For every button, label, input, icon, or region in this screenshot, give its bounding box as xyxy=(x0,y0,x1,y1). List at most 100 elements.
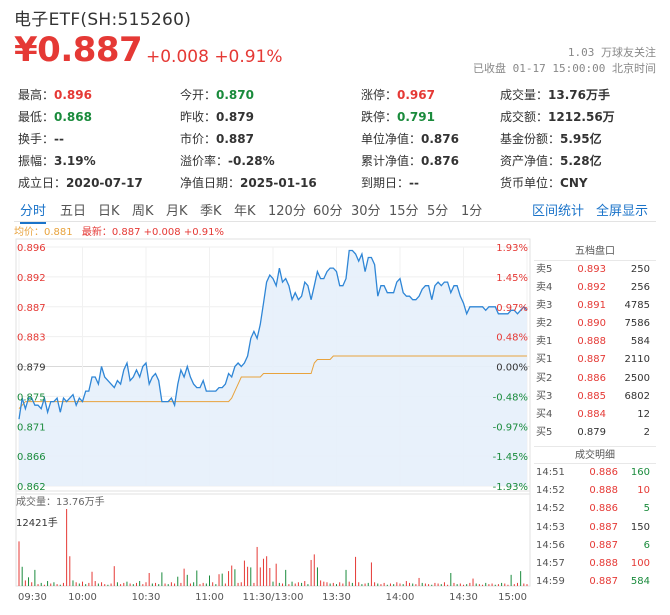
pct-tick-label: -1.45% xyxy=(493,452,528,463)
y-tick-label: 0.875 xyxy=(17,392,46,403)
x-tick-label: 13:30 xyxy=(322,592,351,603)
y-tick-label: 0.883 xyxy=(17,333,46,344)
quote-label: 累计净值： xyxy=(361,154,422,168)
order-book-row: 卖1 0.888 584 xyxy=(534,333,656,351)
quote-cell: 单位净值：0.876 xyxy=(361,130,459,147)
order-book-qty: 4785 xyxy=(624,300,650,312)
quote-label: 今开： xyxy=(180,88,217,102)
quote-cell: 换手：-- xyxy=(18,130,64,147)
quote-value: 5.28亿 xyxy=(560,154,602,168)
quote-value: 0.791 xyxy=(397,110,435,124)
trade-qty: 10 xyxy=(637,485,650,497)
quote-label: 成立日： xyxy=(18,176,67,190)
pct-tick-label: -1.93% xyxy=(493,482,528,493)
order-book-price: 0.892 xyxy=(577,282,606,294)
volume-max-label: 12421手 xyxy=(16,518,58,529)
order-book-level: 卖3 xyxy=(536,300,553,312)
quote-label: 市价： xyxy=(180,132,217,146)
order-book-title: 五档盘口 xyxy=(534,243,656,261)
y-tick-label: 0.879 xyxy=(17,363,46,374)
x-tick-label: 10:30 xyxy=(132,592,161,603)
quote-cell: 到期日：-- xyxy=(361,174,419,191)
tab-3[interactable]: 周K xyxy=(132,204,154,219)
x-tick-label: 09:30 xyxy=(18,592,47,603)
tab-7[interactable]: 120分 xyxy=(268,204,306,219)
quote-cell: 货币单位：CNY xyxy=(500,174,588,191)
trade-time: 14:53 xyxy=(536,521,565,533)
quote-cell: 涨停：0.967 xyxy=(361,86,435,103)
trade-price: 0.887 xyxy=(589,521,618,533)
quote-label: 货币单位： xyxy=(500,176,561,190)
trade-time: 14:59 xyxy=(536,576,565,588)
trade-qty: 6 xyxy=(643,539,650,551)
order-book-level: 卖2 xyxy=(536,318,553,330)
fullscreen-button[interactable]: 全屏显示 xyxy=(596,204,649,219)
followers-count[interactable]: 1.03 万球友关注 xyxy=(568,44,656,60)
chart-legend: 均价：0.881 最新：0.887 +0.008 +0.91% xyxy=(14,223,224,238)
quote-value: 0.967 xyxy=(397,88,435,102)
trade-qty: 160 xyxy=(630,466,650,478)
quote-label: 成交额： xyxy=(500,110,549,124)
trade-time: 14:51 xyxy=(536,466,565,478)
trade-qty: 150 xyxy=(630,521,650,533)
tab-6[interactable]: 年K xyxy=(234,204,256,219)
tab-5[interactable]: 季K xyxy=(200,204,222,219)
quote-cell: 今开：0.870 xyxy=(180,86,254,103)
quote-label: 基金份额： xyxy=(500,132,561,146)
quote-value: 13.76万手 xyxy=(548,88,610,102)
order-book-qty: 256 xyxy=(630,282,650,294)
trade-time: 14:52 xyxy=(536,503,565,515)
order-book-qty: 250 xyxy=(630,264,650,275)
last-price: ¥0.887 xyxy=(14,30,143,70)
quote-value: 0.876 xyxy=(421,154,459,168)
order-book: 五档盘口 卖5 0.893 250 卖4 0.892 256 卖3 0.891 4785 卖2 0.… xyxy=(534,243,656,591)
tab-10[interactable]: 15分 xyxy=(389,204,419,219)
trade-row: 14:56 0.887 6 xyxy=(534,537,656,555)
quote-label: 资产净值： xyxy=(500,154,561,168)
pct-tick-label: 0.97% xyxy=(496,303,528,314)
quote-row: 换手：-- 市价：0.887 单位净值：0.876 基金份额：5.95亿 xyxy=(18,128,658,150)
order-book-price: 0.884 xyxy=(577,408,606,420)
quote-label: 溢价率： xyxy=(180,154,229,168)
price-change: +0.008 +0.91% xyxy=(146,47,283,67)
trade-row: 14:57 0.888 100 xyxy=(534,555,656,573)
quote-cell: 基金份额：5.95亿 xyxy=(500,130,602,147)
tab-0[interactable]: 分时 xyxy=(20,200,47,224)
tab-2[interactable]: 日K xyxy=(98,204,120,219)
quote-cell: 成交量：13.76万手 xyxy=(500,86,610,103)
pct-tick-label: 0.48% xyxy=(496,333,528,344)
quote-value: 0.887 xyxy=(216,132,254,146)
order-book-row: 卖4 0.892 256 xyxy=(534,279,656,297)
quote-value: -- xyxy=(54,132,64,146)
quote-value: 0.876 xyxy=(421,132,459,146)
tab-4[interactable]: 月K xyxy=(166,204,188,219)
pct-tick-label: -0.97% xyxy=(493,422,528,433)
quote-row: 振幅：3.19% 溢价率：-0.28% 累计净值：0.876 资产净值：5.28亿 xyxy=(18,150,658,172)
order-book-level: 卖5 xyxy=(536,264,553,275)
order-book-price: 0.888 xyxy=(577,336,606,348)
tab-1[interactable]: 五日 xyxy=(60,204,87,219)
range-stats-button[interactable]: 区间统计 xyxy=(532,204,585,219)
quote-value: 0.870 xyxy=(216,88,254,102)
quote-cell: 跌停：0.791 xyxy=(361,108,435,125)
trade-price: 0.886 xyxy=(589,466,618,478)
order-book-qty: 6802 xyxy=(624,390,650,402)
quote-row: 最高：0.896 今开：0.870 涨停：0.967 成交量：13.76万手 xyxy=(18,84,658,106)
tab-9[interactable]: 30分 xyxy=(351,204,381,219)
tab-8[interactable]: 60分 xyxy=(313,204,343,219)
price-line xyxy=(18,249,528,420)
order-book-level: 买5 xyxy=(536,426,553,438)
tab-11[interactable]: 5分 xyxy=(427,204,449,219)
tab-12[interactable]: 1分 xyxy=(461,204,483,219)
chart-tabs: 分时 五日 日K 周K 月K 季K 年K 120分 60分 30分 15分 5分 1分 区间统计 全屏显示 xyxy=(14,196,656,224)
trade-time: 14:56 xyxy=(536,539,565,551)
order-book-price: 0.887 xyxy=(577,354,606,366)
quote-cell: 最高：0.896 xyxy=(18,86,92,103)
quote-row: 成立日：2020-07-17 净值日期：2025-01-16 到期日：-- 货币单位：… xyxy=(18,172,658,194)
x-tick-label: 15:00 xyxy=(498,592,527,603)
x-tick-label: 11:30/13:00 xyxy=(242,592,303,603)
order-book-price: 0.891 xyxy=(577,300,606,312)
trade-row: 14:52 0.888 10 xyxy=(534,482,656,500)
quote-label: 涨停： xyxy=(361,88,398,102)
